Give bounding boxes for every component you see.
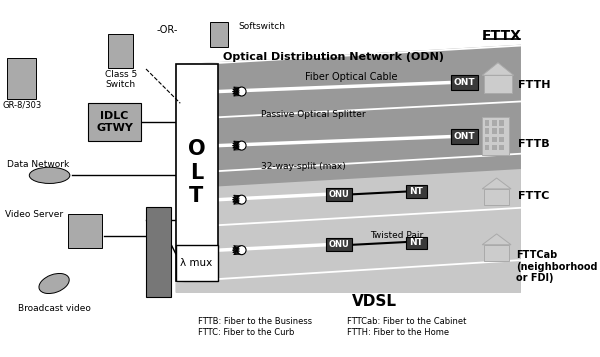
Circle shape <box>237 195 246 204</box>
Text: FTTC: Fiber to the Curb: FTTC: Fiber to the Curb <box>198 328 295 337</box>
Bar <box>7 58 36 99</box>
Text: FTTCab
(neighborhood
or FDI): FTTCab (neighborhood or FDI) <box>517 250 598 283</box>
Text: Fiber Optical Cable: Fiber Optical Cable <box>305 72 398 82</box>
Bar <box>492 145 497 150</box>
Text: NT: NT <box>409 238 424 247</box>
Text: FTTX: FTTX <box>482 29 522 42</box>
Bar <box>406 237 427 249</box>
Bar <box>146 207 171 297</box>
Text: ONU: ONU <box>329 240 350 249</box>
Text: Twisted Pair: Twisted Pair <box>370 231 423 240</box>
Text: FTTH: FTTH <box>518 80 551 90</box>
Bar <box>88 103 140 141</box>
Polygon shape <box>176 45 521 66</box>
Bar <box>492 137 497 142</box>
Bar <box>492 129 497 134</box>
Bar <box>406 185 427 198</box>
Bar <box>485 137 490 142</box>
Bar <box>482 117 509 155</box>
Text: ONT: ONT <box>454 78 475 87</box>
Bar <box>484 75 512 93</box>
Text: FTTCab: Fiber to the Cabinet: FTTCab: Fiber to the Cabinet <box>347 317 466 326</box>
Bar <box>176 245 218 281</box>
Polygon shape <box>176 101 521 120</box>
Text: O
L
T: O L T <box>188 140 205 206</box>
Text: FTTH: Fiber to the Home: FTTH: Fiber to the Home <box>347 328 449 337</box>
Text: PON: PON <box>205 294 242 309</box>
Text: NT: NT <box>409 187 424 196</box>
Bar <box>484 189 509 205</box>
Bar <box>499 145 504 150</box>
Text: GR-8/303: GR-8/303 <box>2 101 41 110</box>
Bar <box>485 145 490 150</box>
Bar <box>326 238 352 251</box>
Text: -OR-: -OR- <box>156 25 178 35</box>
Text: Class 5
Switch: Class 5 Switch <box>104 70 137 89</box>
Text: FTTC: FTTC <box>518 191 550 201</box>
Polygon shape <box>482 178 511 189</box>
Bar <box>451 75 478 90</box>
Bar <box>499 137 504 142</box>
Text: FTTB: Fiber to the Business: FTTB: Fiber to the Business <box>198 317 313 326</box>
Polygon shape <box>176 153 521 175</box>
Text: Softswitch: Softswitch <box>239 22 286 31</box>
Bar <box>485 129 490 134</box>
Text: λ mux: λ mux <box>181 258 212 268</box>
Text: Passive Optical Splitter: Passive Optical Splitter <box>262 110 366 120</box>
Ellipse shape <box>29 167 70 183</box>
Text: IDLC
GTWY: IDLC GTWY <box>96 111 133 133</box>
Bar <box>492 120 497 126</box>
Circle shape <box>237 141 246 150</box>
Polygon shape <box>176 169 521 292</box>
Text: ONT: ONT <box>454 132 475 141</box>
Bar <box>451 129 478 144</box>
Polygon shape <box>482 234 511 245</box>
Text: 32-way-split (max): 32-way-split (max) <box>262 162 346 171</box>
Text: Optical Distribution Network (ODN): Optical Distribution Network (ODN) <box>223 52 444 62</box>
Text: FTTB: FTTB <box>518 139 550 149</box>
Bar <box>499 129 504 134</box>
Text: ONU: ONU <box>329 190 350 199</box>
Bar <box>68 214 102 248</box>
Bar <box>108 34 133 68</box>
Bar <box>484 245 509 261</box>
Circle shape <box>237 87 246 96</box>
Text: Video Server: Video Server <box>5 210 62 218</box>
Text: Data Network: Data Network <box>7 160 70 169</box>
Ellipse shape <box>39 273 69 293</box>
Text: VDSL: VDSL <box>352 294 397 309</box>
Polygon shape <box>176 45 521 292</box>
Polygon shape <box>176 207 521 228</box>
Text: Broadcast video: Broadcast video <box>17 304 91 313</box>
Bar <box>485 120 490 126</box>
Polygon shape <box>176 259 521 283</box>
Bar <box>210 22 228 47</box>
Bar <box>499 120 504 126</box>
Bar <box>326 188 352 201</box>
Circle shape <box>237 246 246 255</box>
Polygon shape <box>482 63 514 75</box>
Bar <box>176 65 218 281</box>
